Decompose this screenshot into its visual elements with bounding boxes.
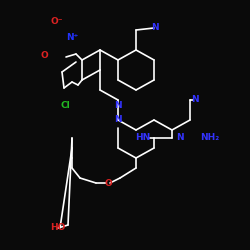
Text: O⁻: O⁻ xyxy=(51,18,63,26)
Text: N: N xyxy=(114,100,122,110)
Text: NH₂: NH₂ xyxy=(200,134,220,142)
Text: O: O xyxy=(104,178,112,188)
Text: HO: HO xyxy=(50,224,66,232)
Text: N: N xyxy=(191,96,199,104)
Text: N⁺: N⁺ xyxy=(66,34,78,42)
Text: N: N xyxy=(114,116,122,124)
Text: N: N xyxy=(176,134,184,142)
Text: Cl: Cl xyxy=(60,100,70,110)
Text: O: O xyxy=(40,50,48,59)
Text: HN: HN xyxy=(136,134,150,142)
Text: N: N xyxy=(151,24,159,32)
